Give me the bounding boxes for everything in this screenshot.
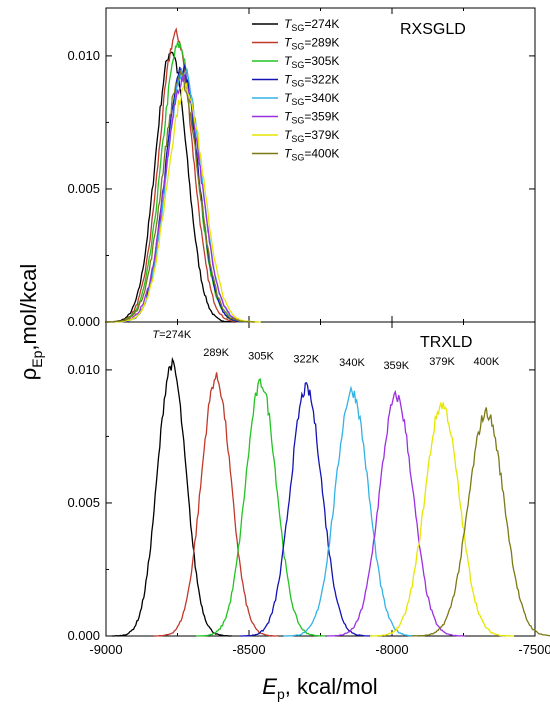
legend-entry-symbol: T	[284, 73, 293, 87]
legend-entry-value: =305K	[304, 54, 339, 68]
x-tick-label: -7500	[518, 642, 550, 657]
peak-label: 289K	[203, 347, 229, 359]
top-panel-title: RXSGLD	[400, 21, 466, 38]
legend-entry-subscript: SG	[291, 60, 304, 70]
series-line-0-6	[109, 82, 261, 323]
series-line-0-0	[105, 51, 237, 323]
series-line-1-7	[411, 407, 550, 637]
series-line-1-3	[240, 381, 372, 637]
x-axis-label-units: , kcal/mol	[285, 674, 378, 699]
legend-entry-value: =289K	[304, 36, 339, 50]
y-axis-label-subscript: Ep	[29, 350, 45, 367]
peak-label: T=274K	[152, 329, 192, 341]
x-axis-label-symbol: E	[262, 674, 277, 699]
legend-entry-subscript: SG	[291, 134, 304, 144]
series-line-1-4	[283, 385, 420, 637]
peak-label: 305K	[248, 350, 274, 362]
legend-entry-subscript: SG	[291, 79, 304, 89]
y-tick-label: 0.010	[67, 48, 100, 63]
peak-label: 400K	[474, 356, 500, 368]
legend-entry: TSG=274K	[284, 17, 339, 33]
peak-label: 322K	[293, 354, 319, 366]
legend-entry-symbol: T	[284, 17, 293, 31]
legend-entry-symbol: T	[284, 110, 293, 124]
y-axis-label-symbol: ρ	[16, 368, 41, 381]
y-tick-label: 0.000	[67, 314, 100, 329]
x-axis-label: Ep, kcal/mol	[262, 674, 377, 702]
legend-entry-subscript: SG	[291, 23, 304, 33]
legend-layer: TSG=274KTSG=289KTSG=305KTSG=322KTSG=340K…	[252, 17, 339, 163]
legend-entry-subscript: SG	[291, 42, 304, 52]
y-tick-label: 0.000	[67, 628, 100, 643]
series-line-0-7	[105, 69, 255, 323]
legend-entry-value: =274K	[304, 17, 339, 31]
y-axis-label: ρEp,mol/kcal	[16, 264, 45, 380]
legend-entry: TSG=305K	[284, 54, 339, 70]
y-tick-label: 0.010	[67, 362, 100, 377]
series-line-0-5	[108, 74, 258, 323]
legend-entry-value: =322K	[304, 73, 339, 87]
x-tick-label: -8000	[375, 642, 408, 657]
series-line-1-2	[196, 378, 326, 637]
series-line-1-5	[326, 389, 466, 637]
legend-entry-value: =359K	[304, 110, 339, 124]
peak-label: 359K	[383, 360, 409, 372]
y-tick-label: 0.005	[67, 181, 100, 196]
series-line-1-1	[153, 372, 279, 637]
x-tick-label: -9000	[89, 642, 122, 657]
legend-entry: TSG=400K	[284, 147, 339, 163]
legend-entry-subscript: SG	[291, 97, 304, 107]
legend-entry: TSG=359K	[284, 110, 339, 126]
x-tick-label: -8500	[232, 642, 265, 657]
axes-layer: 0.000 0.005 0.010 0.000 0.005 0.010 -9000 -8500…	[67, 8, 550, 657]
labels-layer: T=274K 289K 305K 322K 340K 359K 379K 400K	[152, 329, 500, 372]
legend-entry-value: =400K	[304, 147, 339, 161]
series-line-1-6	[369, 401, 515, 637]
legend-entry: TSG=340K	[284, 91, 339, 107]
y-axis-label-units: ,mol/kcal	[16, 264, 41, 351]
series-line-0-4	[111, 67, 256, 323]
legend-entry-symbol: T	[284, 54, 293, 68]
series-line-0-1	[106, 27, 245, 323]
legend-entry-subscript: SG	[291, 153, 304, 163]
legend-entry: TSG=289K	[284, 36, 339, 52]
peak-label-symbol: T	[152, 329, 160, 341]
x-axis-label-subscript: p	[277, 686, 285, 702]
series-line-1-0	[111, 356, 232, 637]
peak-label: 379K	[429, 356, 455, 368]
legend-entry-value: =379K	[304, 128, 339, 142]
legend-entry-symbol: T	[284, 128, 293, 142]
legend-entry-symbol: T	[284, 147, 293, 161]
peak-label: 340K	[339, 357, 365, 369]
legend-entry-value: =340K	[304, 91, 339, 105]
bottom-panel-title: TRXLD	[420, 334, 472, 351]
curves-layer	[105, 27, 550, 637]
legend-entry-symbol: T	[284, 91, 293, 105]
legend-entry: TSG=379K	[284, 128, 339, 144]
legend-entry-subscript: SG	[291, 116, 304, 126]
peak-label-value: =274K	[159, 329, 192, 341]
legend-entry-symbol: T	[284, 36, 293, 50]
y-tick-label: 0.005	[67, 495, 100, 510]
legend-entry: TSG=322K	[284, 73, 339, 89]
